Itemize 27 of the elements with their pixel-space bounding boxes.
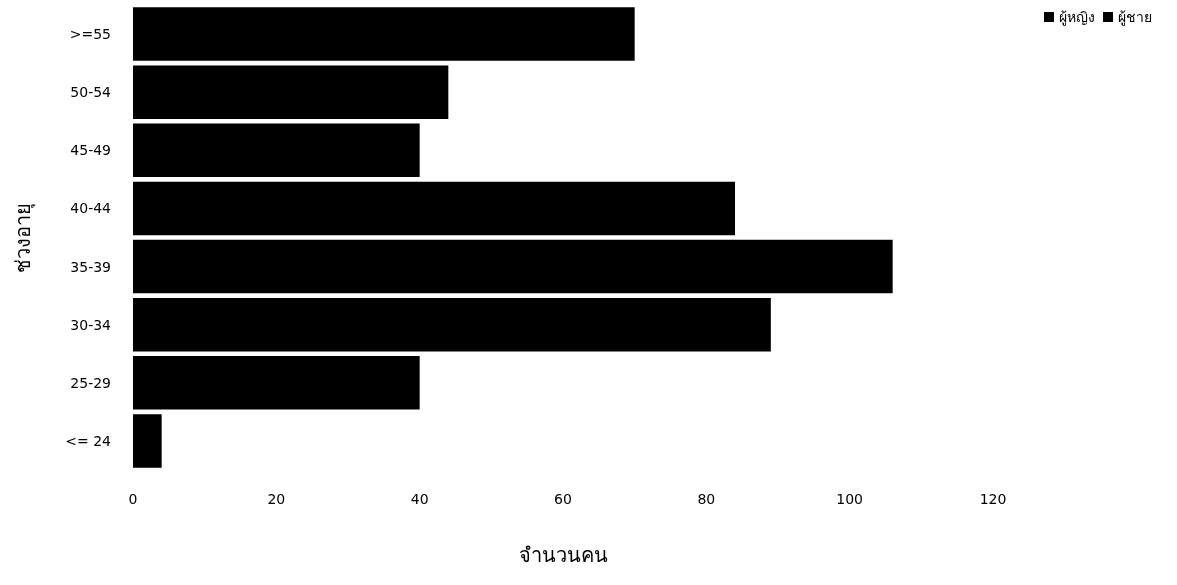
y-tick-label: 45-49 bbox=[70, 142, 111, 159]
bar bbox=[133, 7, 635, 61]
bar bbox=[133, 123, 420, 178]
y-tick-label: >=55 bbox=[69, 26, 111, 43]
x-axis-title: จำนวนคน bbox=[518, 543, 608, 567]
x-tick-label: 100 bbox=[836, 491, 864, 507]
bar bbox=[133, 239, 893, 294]
x-tick-label: 0 bbox=[128, 491, 138, 507]
y-axis-title: ช่วงอายุ bbox=[11, 202, 36, 273]
y-tick-label: 40-44 bbox=[70, 200, 112, 217]
x-tick-label: 20 bbox=[267, 491, 286, 507]
y-tick-label: 50-54 bbox=[70, 84, 112, 101]
x-tick-label: 80 bbox=[697, 491, 716, 507]
y-tick-label: <= 24 bbox=[65, 432, 112, 449]
y-tick-label: 25-29 bbox=[70, 374, 111, 391]
x-tick-label: 60 bbox=[554, 491, 572, 507]
bar bbox=[133, 297, 771, 352]
bar bbox=[133, 356, 420, 410]
x-tick-label: 40 bbox=[410, 491, 429, 507]
x-tick-label: 120 bbox=[979, 491, 1007, 507]
legend-label: ผู้ชาย bbox=[1118, 9, 1152, 26]
bar bbox=[133, 65, 449, 119]
y-tick-label: 30-34 bbox=[70, 316, 112, 333]
bar bbox=[133, 414, 162, 468]
y-tick-label: 35-39 bbox=[70, 258, 111, 275]
legend-label: ผู้หญิง bbox=[1059, 9, 1095, 26]
bar bbox=[133, 181, 735, 236]
